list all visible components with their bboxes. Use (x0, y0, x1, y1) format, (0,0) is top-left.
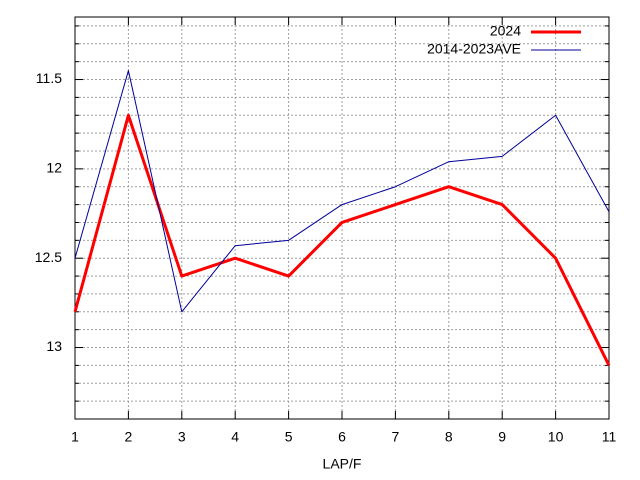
legend-label: 2014-2023AVE (427, 41, 521, 57)
plot-border (74, 16, 610, 420)
series-line (74, 70, 610, 313)
y-tick-label: 12 (46, 160, 62, 176)
x-tick-label: 11 (602, 429, 617, 445)
series-line (73, 113, 611, 367)
x-tick-label: 1 (71, 429, 79, 445)
x-tick-label: 8 (445, 429, 453, 445)
x-tick-label: 6 (338, 429, 346, 445)
x-tick-label: 3 (178, 429, 186, 445)
y-tick-label: 12.5 (35, 249, 62, 265)
x-axis-label: LAP/F (323, 456, 362, 472)
y-tick-label: 13 (46, 338, 62, 354)
x-tick-label: 2 (125, 429, 133, 445)
x-tick-label: 10 (548, 429, 564, 445)
legend-label: 2024 (490, 23, 521, 39)
x-tick-label: 7 (392, 429, 400, 445)
x-tick-label: 5 (285, 429, 293, 445)
x-tick-label: 9 (498, 429, 506, 445)
y-tick-label: 11.5 (36, 70, 62, 86)
x-tick-label: 4 (231, 429, 239, 445)
